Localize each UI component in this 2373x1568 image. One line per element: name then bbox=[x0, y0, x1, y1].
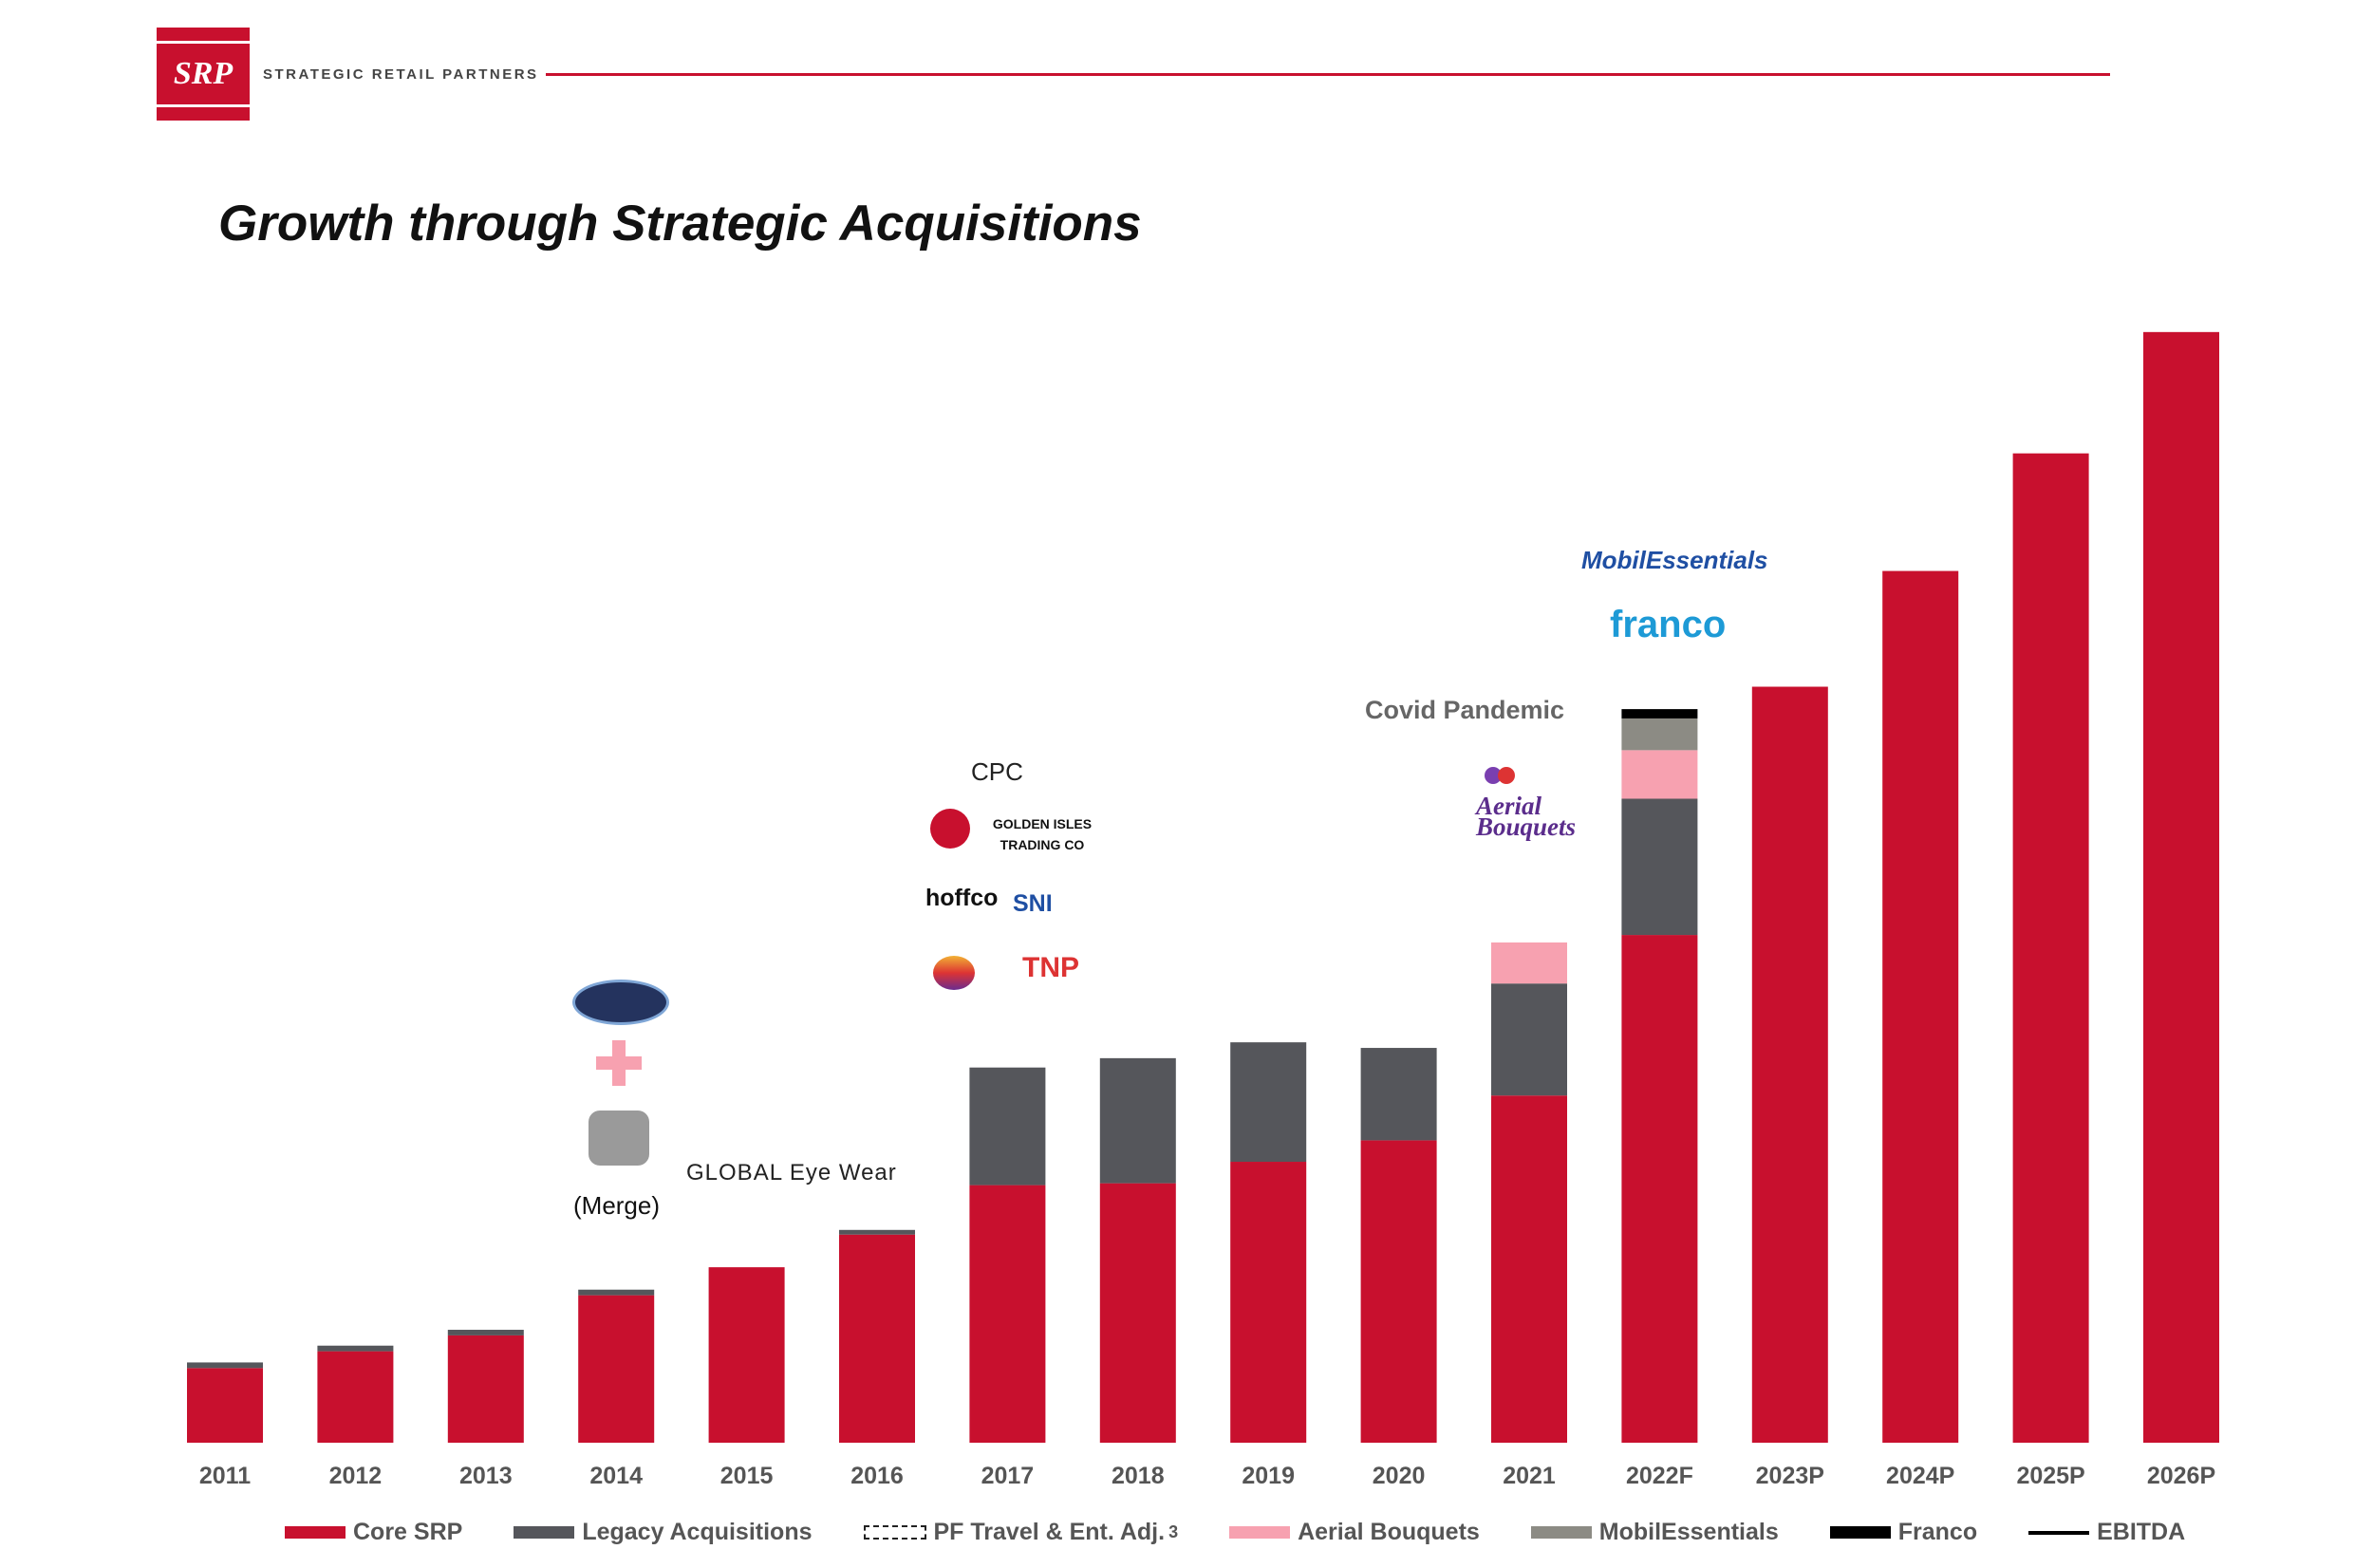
srp-logo: SRP bbox=[157, 28, 250, 121]
x-tick-label: 2011 bbox=[199, 1463, 251, 1489]
bar-core-srp-2023p bbox=[1751, 686, 1828, 1443]
bar-legacy-acquisitions-2016 bbox=[839, 1229, 915, 1235]
mobilessentials-logo: MobilEssentials bbox=[1581, 546, 1768, 574]
logo-top-bar bbox=[157, 41, 250, 44]
logo-bottom-bar bbox=[157, 104, 250, 107]
x-tick-label: 2025P bbox=[2016, 1463, 2084, 1489]
chart-legend: Core SRP Legacy Acquisitions PF Travel &… bbox=[285, 1519, 2185, 1546]
bar-core-srp-2013 bbox=[447, 1335, 524, 1443]
global-eyewear-logo: GLOBAL Eye Wear bbox=[686, 1160, 897, 1185]
x-tick-label: 2016 bbox=[850, 1463, 904, 1489]
bar-core-srp-2018 bbox=[1099, 1183, 1176, 1443]
bar-legacy-acquisitions-2014 bbox=[578, 1289, 655, 1296]
header-divider bbox=[546, 73, 2110, 76]
legend-swatch bbox=[863, 1525, 926, 1540]
bar-aerial-bouquets-2021 bbox=[1491, 942, 1567, 984]
bar-core-srp-2024p bbox=[1882, 570, 1959, 1443]
bar-franco-2022f bbox=[1621, 709, 1698, 719]
bar-core-srp-2020 bbox=[1360, 1140, 1437, 1443]
x-tick-label: 2026P bbox=[2147, 1463, 2215, 1489]
legend-item-legacy: Legacy Acquisitions bbox=[514, 1519, 813, 1546]
legend-item-ebitda: EBITDA bbox=[2028, 1519, 2185, 1546]
footnote-marker: 3 bbox=[1168, 1522, 1179, 1541]
bar-legacy-acquisitions-2017 bbox=[969, 1067, 1046, 1185]
x-tick-label: 2019 bbox=[1242, 1463, 1295, 1489]
legend-swatch bbox=[1829, 1526, 1891, 1539]
bar-legacy-acquisitions-2020 bbox=[1360, 1048, 1437, 1141]
legend-swatch bbox=[285, 1526, 346, 1539]
pugg-logo-icon bbox=[589, 1111, 649, 1166]
bar-legacy-acquisitions-2012 bbox=[317, 1345, 394, 1352]
page-title: Growth through Strategic Acquisitions bbox=[218, 196, 1142, 252]
hoffco-logo: hoffco bbox=[925, 885, 999, 911]
bar-legacy-acquisitions-2011 bbox=[187, 1362, 263, 1369]
x-tick-label: 2013 bbox=[459, 1463, 513, 1489]
legend-item-franco: Franco bbox=[1829, 1519, 1977, 1546]
bar-core-srp-2012 bbox=[317, 1351, 394, 1443]
covid-annotation: Covid Pandemic bbox=[1365, 696, 1565, 724]
candy-logo-icon bbox=[933, 956, 975, 990]
legend-swatch bbox=[1229, 1526, 1291, 1539]
bar-core-srp-2021 bbox=[1491, 1095, 1567, 1443]
x-tick-label: 2014 bbox=[589, 1463, 643, 1489]
x-tick-label: 2017 bbox=[981, 1463, 1035, 1489]
legend-item-core-srp: Core SRP bbox=[285, 1519, 462, 1546]
bar-aerial-bouquets-2022f bbox=[1621, 750, 1698, 799]
bar-mobilessentials-2022f bbox=[1621, 718, 1698, 751]
x-tick-label: 2012 bbox=[329, 1463, 383, 1489]
cpc-logo: CPC bbox=[971, 757, 1023, 786]
sni-logo: SNI bbox=[1013, 890, 1053, 917]
logo-text: SRP bbox=[173, 56, 234, 91]
legend-item-aerial: Aerial Bouquets bbox=[1229, 1519, 1480, 1546]
bar-core-srp-2019 bbox=[1230, 1162, 1307, 1443]
x-tick-label: 2020 bbox=[1373, 1463, 1426, 1489]
bar-core-srp-2025p bbox=[2012, 453, 2089, 1444]
x-tick-label: 2018 bbox=[1112, 1463, 1165, 1489]
golden-isles-logo: GOLDEN ISLES TRADING CO bbox=[992, 816, 1093, 852]
plus-icon bbox=[596, 1040, 642, 1086]
legend-swatch bbox=[2028, 1530, 2090, 1535]
bar-core-srp-2014 bbox=[578, 1295, 655, 1443]
balloon-icon bbox=[1485, 767, 1502, 784]
legend-item-pf-travel: PF Travel & Ent. Adj. 3 bbox=[863, 1519, 1179, 1546]
bar-legacy-acquisitions-2019 bbox=[1230, 1042, 1307, 1163]
merge-annotation: (Merge) bbox=[573, 1191, 661, 1220]
tnp-logo: TNP bbox=[1022, 952, 1079, 983]
legend-swatch bbox=[1530, 1526, 1592, 1539]
stacked-bar-chart: 2011 2012 2013 2014 2015 2016 2017 2018 2019 2020… bbox=[187, 331, 2219, 1489]
fiesta-logo-icon bbox=[930, 809, 970, 849]
bar-core-srp-2015 bbox=[708, 1267, 785, 1443]
bar-core-srp-2017 bbox=[969, 1185, 1046, 1443]
aerial-bouquets-logo: Aerial Bouquets bbox=[1476, 792, 1577, 841]
x-tick-label: 2024P bbox=[1886, 1463, 1954, 1489]
bar-core-srp-2016 bbox=[839, 1234, 915, 1443]
bar-core-srp-2026p bbox=[2143, 331, 2219, 1443]
bar-legacy-acquisitions-2018 bbox=[1099, 1057, 1176, 1184]
sr-logo-icon bbox=[572, 980, 669, 1025]
bar-core-srp-2022f bbox=[1621, 935, 1698, 1443]
balloon-icon bbox=[1498, 767, 1515, 784]
x-tick-label: 2023P bbox=[1756, 1463, 1824, 1489]
company-name: STRATEGIC RETAIL PARTNERS bbox=[263, 66, 539, 83]
bar-legacy-acquisitions-2022f bbox=[1621, 798, 1698, 936]
franco-logo: franco bbox=[1610, 604, 1727, 645]
x-tick-label: 2022F bbox=[1626, 1463, 1693, 1489]
bar-core-srp-2011 bbox=[187, 1368, 263, 1443]
legend-swatch bbox=[514, 1526, 575, 1539]
x-tick-label: 2021 bbox=[1503, 1463, 1556, 1489]
bar-legacy-acquisitions-2021 bbox=[1491, 983, 1567, 1096]
x-tick-label: 2015 bbox=[720, 1463, 774, 1489]
bar-legacy-acquisitions-2013 bbox=[447, 1330, 524, 1335]
legend-item-mobil: MobilEssentials bbox=[1530, 1519, 1779, 1546]
